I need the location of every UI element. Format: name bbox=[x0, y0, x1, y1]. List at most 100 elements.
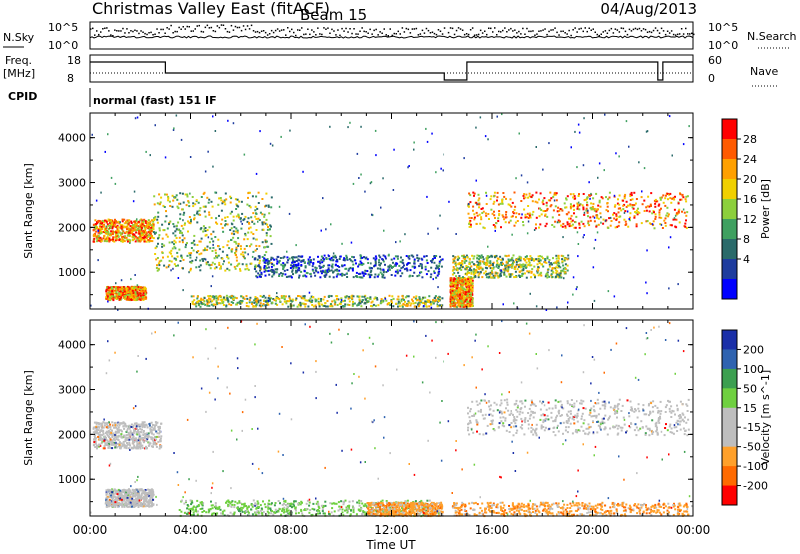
power-cell bbox=[408, 255, 411, 257]
power-cell bbox=[118, 293, 121, 296]
power-cell bbox=[196, 212, 198, 215]
velocity-cell bbox=[146, 434, 149, 437]
power-cell bbox=[539, 255, 541, 258]
power-data-gap bbox=[444, 113, 448, 309]
power-noise-cell bbox=[207, 150, 209, 153]
power-cell bbox=[471, 290, 474, 292]
power-cell bbox=[538, 262, 541, 264]
power-cell bbox=[403, 298, 405, 301]
power-cell bbox=[469, 300, 472, 303]
velocity-cell bbox=[155, 430, 158, 433]
power-cell bbox=[477, 263, 480, 266]
power-cell bbox=[292, 256, 295, 259]
power-cell bbox=[657, 204, 660, 207]
power-cell bbox=[157, 268, 160, 271]
power-cell bbox=[531, 200, 534, 203]
power-cell bbox=[222, 296, 225, 299]
power-cell bbox=[546, 257, 549, 260]
power-cell bbox=[467, 212, 470, 215]
velocity-cell bbox=[158, 426, 161, 429]
power-cell bbox=[120, 239, 123, 242]
power-noise-cell bbox=[177, 277, 180, 279]
power-cell bbox=[280, 295, 283, 298]
power-cell bbox=[97, 220, 100, 223]
power-cell bbox=[622, 204, 625, 207]
power-cell bbox=[148, 227, 151, 229]
velocity-cell bbox=[111, 434, 114, 437]
power-cell bbox=[111, 225, 114, 228]
power-cell bbox=[544, 259, 547, 262]
power-cell bbox=[310, 259, 312, 262]
power-cell bbox=[486, 255, 489, 258]
power-cell bbox=[569, 193, 572, 196]
power-cell bbox=[509, 198, 512, 201]
power-noise-cell bbox=[212, 243, 214, 246]
power-cell bbox=[260, 305, 262, 308]
power-noise-cell bbox=[330, 223, 332, 226]
velocity-cell bbox=[142, 431, 145, 434]
power-noise-cell bbox=[371, 214, 374, 217]
power-cell bbox=[654, 213, 657, 216]
power-cell bbox=[498, 210, 501, 213]
power-cell bbox=[270, 265, 273, 268]
velocity-cell bbox=[95, 430, 98, 433]
power-cell bbox=[219, 197, 222, 199]
power-cell bbox=[279, 300, 282, 303]
power-cell bbox=[263, 215, 266, 218]
velocity-cell bbox=[149, 436, 152, 439]
power-cell bbox=[556, 266, 559, 269]
power-noise-cell bbox=[651, 223, 654, 226]
velocity-cell bbox=[125, 447, 128, 450]
power-cell bbox=[516, 268, 519, 271]
power-cell bbox=[685, 227, 688, 229]
power-cell bbox=[291, 256, 293, 259]
power-cell bbox=[288, 257, 291, 260]
power-cell bbox=[122, 230, 125, 233]
power-cell bbox=[378, 261, 380, 264]
power-cell bbox=[136, 227, 139, 230]
power-cell bbox=[468, 271, 470, 274]
power-cell bbox=[145, 296, 148, 299]
power-cell bbox=[509, 273, 512, 276]
power-cell bbox=[513, 268, 516, 270]
power-cell bbox=[582, 206, 585, 209]
power-cell bbox=[211, 261, 214, 264]
power-cell bbox=[133, 233, 136, 236]
power-cell bbox=[271, 302, 274, 305]
power-cell bbox=[516, 220, 519, 222]
power-cell bbox=[163, 229, 166, 232]
power-noise-cell bbox=[526, 181, 529, 184]
power-cell bbox=[363, 295, 366, 298]
power-cell bbox=[213, 295, 216, 298]
power-cell bbox=[293, 261, 296, 263]
velocity-cell bbox=[110, 441, 113, 444]
power-cell bbox=[92, 240, 95, 243]
power-cell bbox=[424, 303, 427, 305]
power-cell bbox=[133, 297, 136, 299]
power-cell bbox=[117, 220, 120, 223]
power-cell bbox=[450, 294, 452, 297]
power-cell bbox=[333, 299, 336, 302]
velocity-cell bbox=[117, 445, 120, 448]
power-cell bbox=[215, 300, 218, 303]
power-cell bbox=[131, 294, 133, 297]
power-cell bbox=[235, 227, 238, 230]
power-cell bbox=[182, 213, 185, 216]
velocity-cell bbox=[113, 443, 115, 446]
power-cell bbox=[564, 263, 567, 266]
power-cell bbox=[320, 270, 322, 273]
power-noise-cell bbox=[257, 220, 259, 223]
velocity-cell bbox=[102, 430, 105, 433]
velocity-cell bbox=[109, 425, 112, 428]
power-noise-cell bbox=[645, 281, 647, 284]
power-cell bbox=[236, 229, 239, 232]
power-cell bbox=[166, 235, 169, 238]
power-cell bbox=[199, 240, 202, 243]
power-cell bbox=[223, 199, 226, 202]
power-cell bbox=[192, 205, 195, 208]
power-cell bbox=[324, 302, 327, 305]
power-cell bbox=[475, 201, 478, 204]
power-cell bbox=[476, 254, 479, 257]
power-cell bbox=[184, 193, 187, 196]
power-cell bbox=[268, 294, 271, 297]
